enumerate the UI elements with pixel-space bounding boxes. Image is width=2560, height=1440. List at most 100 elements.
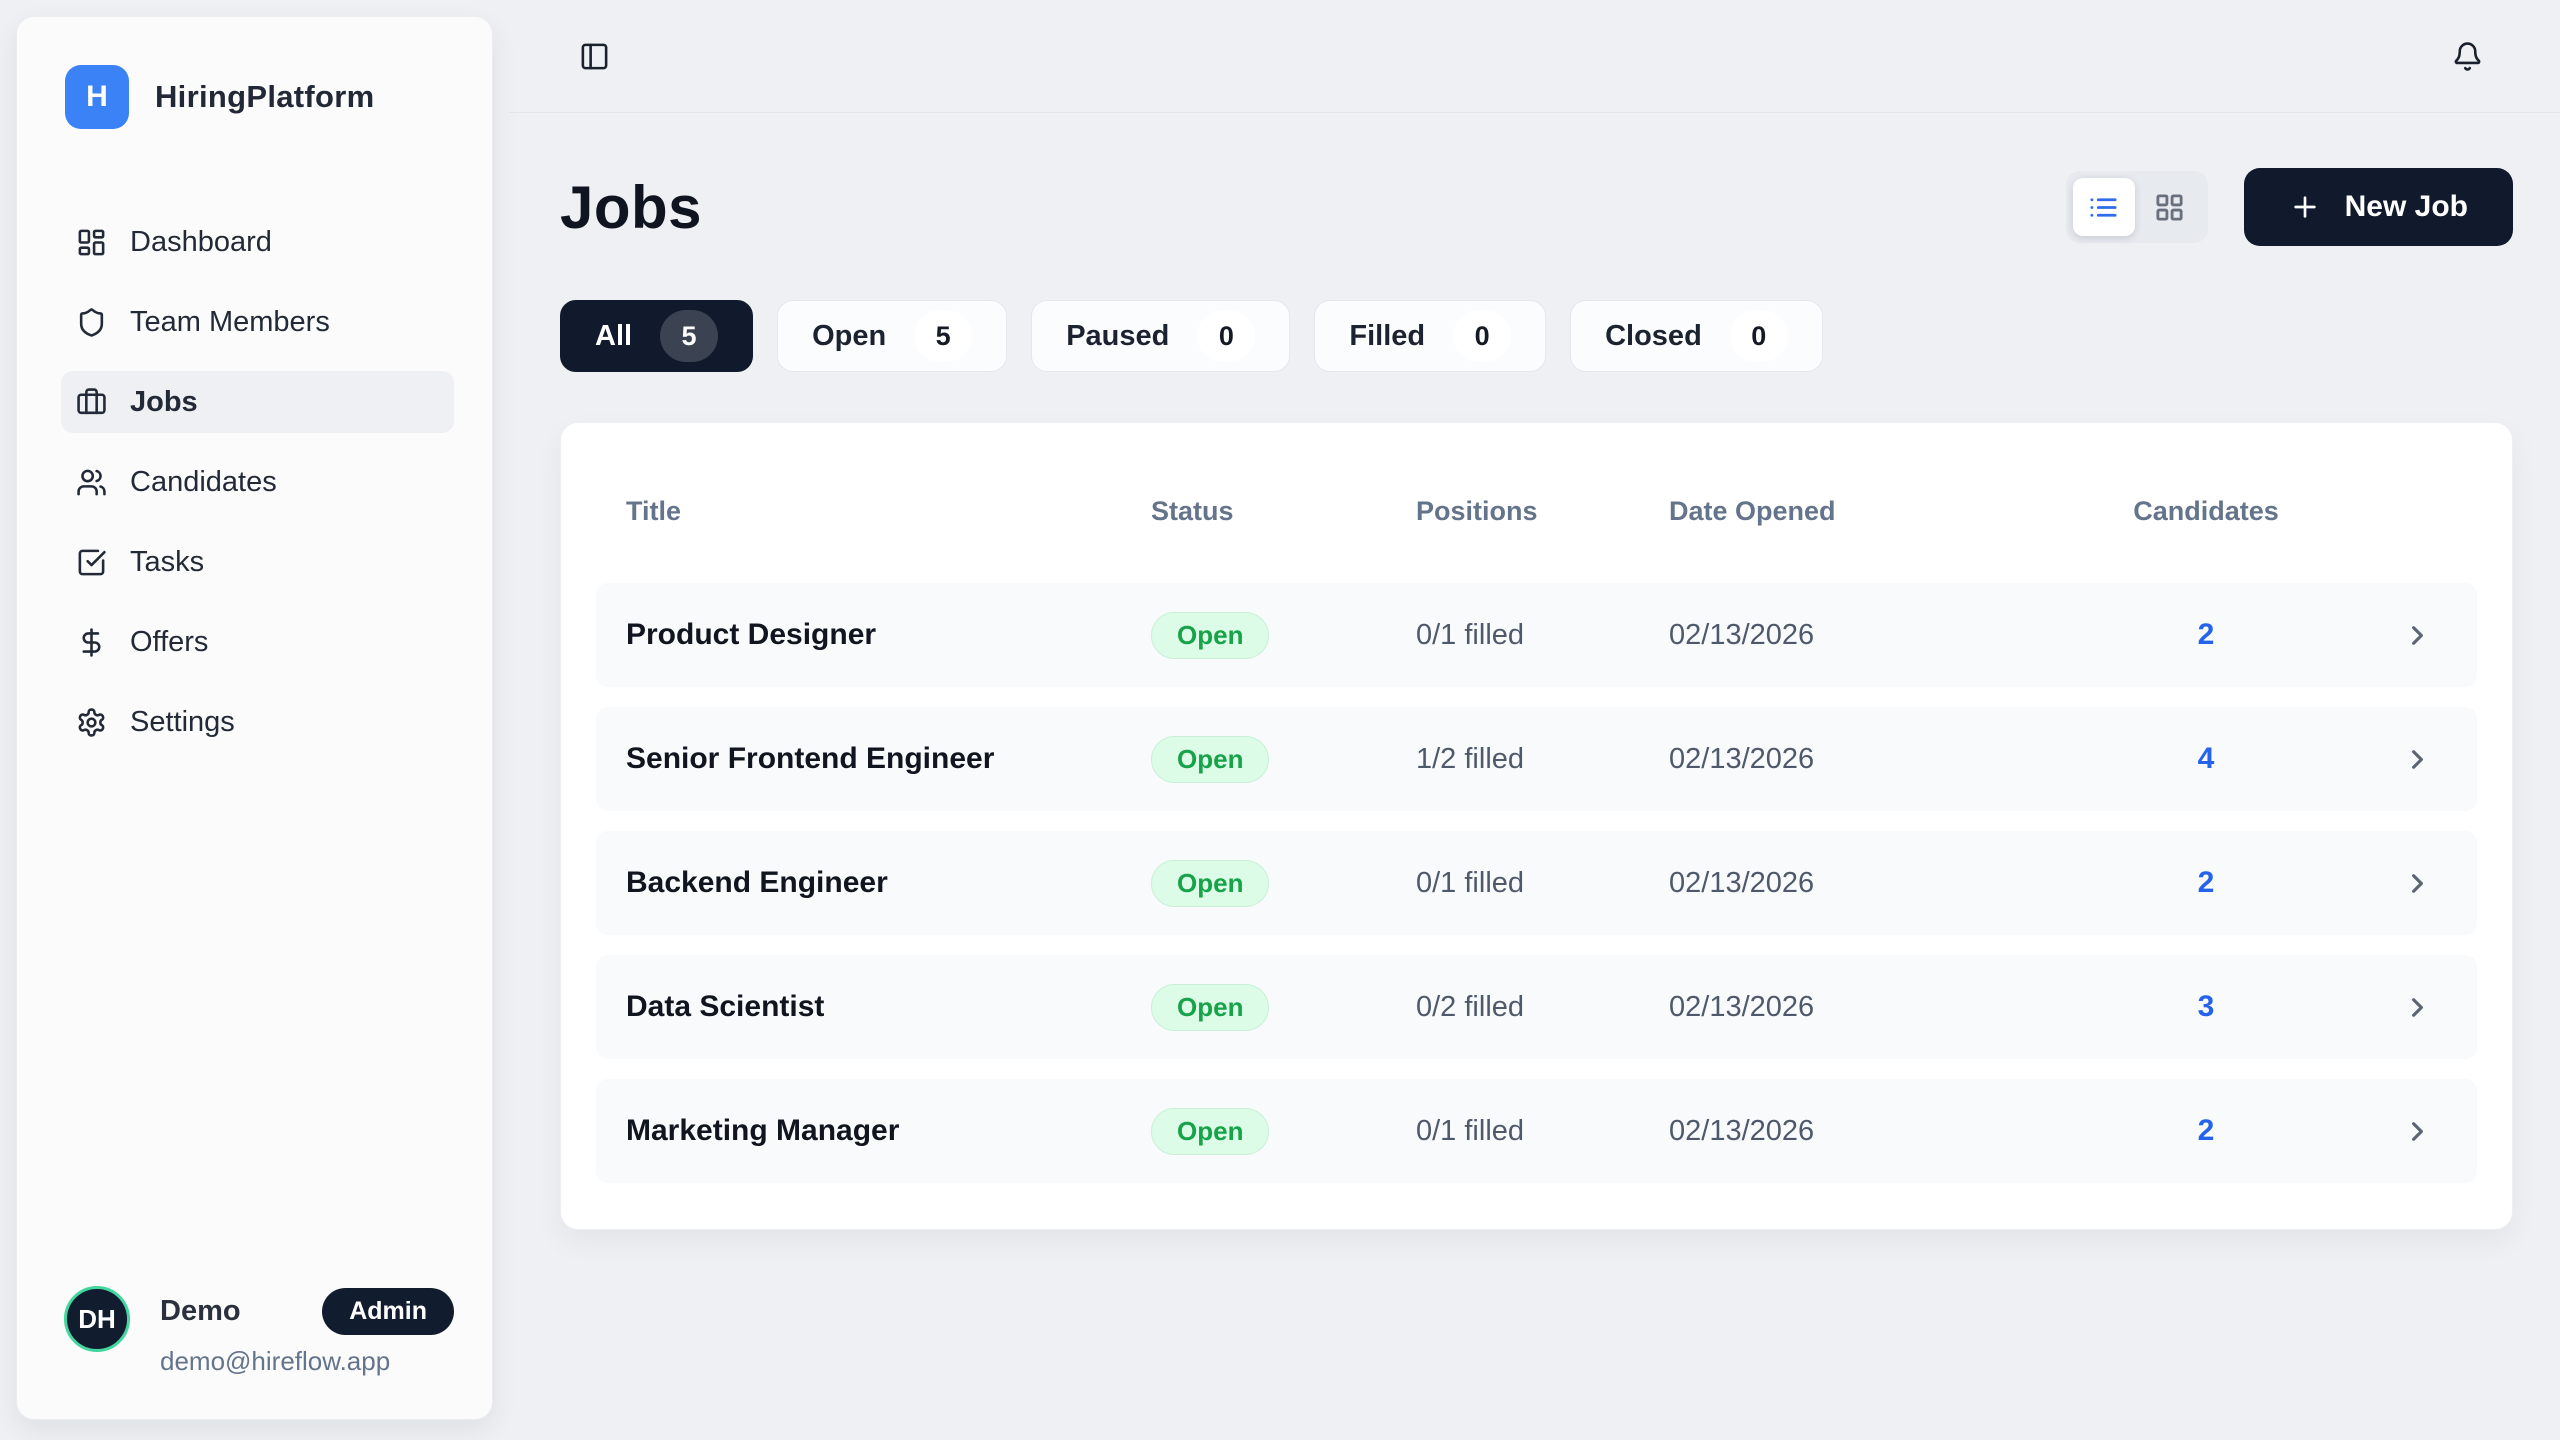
date-opened-cell: 02/13/2026 [1669, 1114, 1815, 1147]
positions-cell: 0/1 filled [1416, 866, 1525, 899]
date-opened-cell: 02/13/2026 [1669, 742, 1815, 775]
filter-count: 5 [660, 310, 719, 362]
bell-icon [2452, 41, 2483, 72]
table-header: Title Status Positions Date Opened Candi… [596, 479, 2477, 543]
job-title: Product Designer [626, 618, 877, 651]
sidebar-item-jobs[interactable]: Jobs [61, 371, 454, 433]
filter-label: Filled [1349, 319, 1426, 352]
sidebar-item-label: Team Members [130, 305, 330, 338]
filter-count: 0 [1453, 310, 1512, 362]
grid-view-button[interactable] [2139, 178, 2201, 236]
positions-cell: 0/2 filled [1416, 990, 1525, 1023]
sidebar-item-label: Jobs [130, 385, 198, 418]
sidebar-item-offers[interactable]: Offers [61, 611, 454, 673]
filter-all[interactable]: All 5 [560, 300, 754, 372]
table-row[interactable]: Product Designer Open 0/1 filled 02/13/2… [596, 583, 2477, 687]
candidates-count[interactable]: 3 [2197, 990, 2215, 1023]
filter-label: Open [812, 319, 887, 352]
column-header-candidates: Candidates [2133, 495, 2279, 526]
date-opened-cell: 02/13/2026 [1669, 866, 1815, 899]
column-header-title: Title [626, 495, 682, 526]
sidebar-item-candidates[interactable]: Candidates [61, 451, 454, 513]
sidebar-item-tasks[interactable]: Tasks [61, 531, 454, 593]
sidebar-nav: Dashboard Team Members Jobs Candidates T… [17, 211, 492, 753]
plus-icon [2289, 191, 2321, 223]
panel-left-icon [579, 41, 610, 72]
chevron-right-icon[interactable] [2286, 620, 2447, 651]
chevron-right-icon[interactable] [2286, 992, 2447, 1023]
filter-label: All [595, 319, 633, 352]
sidebar-item-label: Offers [130, 625, 209, 658]
square-check-icon [76, 547, 107, 578]
candidates-count[interactable]: 2 [2197, 618, 2215, 651]
new-job-button[interactable]: New Job [2243, 168, 2513, 246]
filter-count: 5 [914, 310, 973, 362]
filter-filled[interactable]: Filled 0 [1314, 300, 1547, 372]
grid-view-icon [2154, 192, 2185, 223]
filter-label: Paused [1066, 319, 1170, 352]
main-content: Jobs New Job [560, 113, 2513, 1230]
sidebar-item-label: Settings [130, 705, 235, 738]
list-view-icon [2088, 192, 2119, 223]
column-header-positions: Positions [1416, 495, 1538, 526]
chevron-right-icon[interactable] [2286, 1116, 2447, 1147]
job-title: Senior Frontend Engineer [626, 742, 995, 775]
shield-icon [76, 307, 107, 338]
sidebar-item-label: Candidates [130, 465, 277, 498]
table-row[interactable]: Backend Engineer Open 0/1 filled 02/13/2… [596, 831, 2477, 935]
brand-logo: H [65, 65, 129, 129]
job-title: Data Scientist [626, 990, 825, 1023]
date-opened-cell: 02/13/2026 [1669, 618, 1815, 651]
brand-logo-letter: H [86, 80, 108, 113]
role-badge: Admin [322, 1288, 454, 1335]
list-view-button[interactable] [2072, 178, 2135, 236]
status-badge: Open [1151, 859, 1270, 907]
gear-icon [76, 707, 107, 738]
status-badge: Open [1151, 735, 1270, 783]
user-name: Demo [160, 1295, 241, 1327]
notifications-button[interactable] [2444, 33, 2490, 79]
date-opened-cell: 02/13/2026 [1669, 990, 1815, 1023]
users-icon [76, 467, 107, 498]
avatar-initials: DH [78, 1303, 116, 1334]
topbar [509, 0, 2560, 113]
user-info: Demo Admin demo@hireflow.app [160, 1286, 454, 1377]
job-title: Marketing Manager [626, 1114, 900, 1147]
user-card[interactable]: DH Demo Admin demo@hireflow.app [64, 1286, 454, 1377]
filter-count: 0 [1197, 310, 1256, 362]
status-badge: Open [1151, 1107, 1270, 1155]
positions-cell: 0/1 filled [1416, 618, 1525, 651]
filter-open[interactable]: Open 5 [777, 300, 1008, 372]
sidebar-item-label: Dashboard [130, 225, 272, 258]
filter-closed[interactable]: Closed 0 [1570, 300, 1823, 372]
candidates-count[interactable]: 4 [2197, 742, 2215, 775]
table-row[interactable]: Marketing Manager Open 0/1 filled 02/13/… [596, 1079, 2477, 1183]
avatar: DH [64, 1286, 130, 1352]
sidebar: H HiringPlatform Dashboard Team Members … [16, 16, 493, 1420]
sidebar-item-dashboard[interactable]: Dashboard [61, 211, 454, 273]
dollar-icon [76, 627, 107, 658]
brand: H HiringPlatform [17, 17, 492, 129]
sidebar-item-settings[interactable]: Settings [61, 691, 454, 753]
filter-paused[interactable]: Paused 0 [1031, 300, 1291, 372]
layout-dashboard-icon [76, 227, 107, 258]
candidates-count[interactable]: 2 [2197, 1114, 2215, 1147]
table-row[interactable]: Senior Frontend Engineer Open 1/2 filled… [596, 707, 2477, 811]
table-row[interactable]: Data Scientist Open 0/2 filled 02/13/202… [596, 955, 2477, 1059]
new-job-label: New Job [2344, 190, 2468, 223]
user-email: demo@hireflow.app [160, 1346, 391, 1376]
filter-count: 0 [1729, 310, 1788, 362]
status-filters: All 5 Open 5 Paused 0 Filled 0 Closed 0 [560, 300, 2513, 372]
column-header-date-opened: Date Opened [1669, 495, 1836, 526]
candidates-count[interactable]: 2 [2197, 866, 2215, 899]
chevron-right-icon[interactable] [2286, 868, 2447, 899]
sidebar-toggle-button[interactable] [571, 33, 617, 79]
positions-cell: 0/1 filled [1416, 1114, 1525, 1147]
chevron-right-icon[interactable] [2286, 744, 2447, 775]
column-header-status: Status [1151, 495, 1234, 526]
status-badge: Open [1151, 983, 1270, 1031]
sidebar-item-team-members[interactable]: Team Members [61, 291, 454, 353]
view-toggle [2065, 171, 2208, 243]
status-badge: Open [1151, 611, 1270, 659]
page-title: Jobs [560, 173, 703, 241]
